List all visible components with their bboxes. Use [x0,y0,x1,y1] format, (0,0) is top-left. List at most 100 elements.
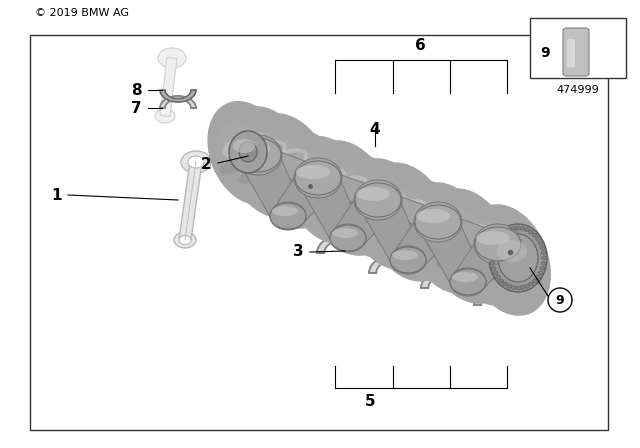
Ellipse shape [491,246,496,250]
Ellipse shape [294,158,342,198]
Text: 3: 3 [293,245,304,259]
Ellipse shape [456,274,476,281]
Ellipse shape [330,225,366,251]
Ellipse shape [538,271,543,275]
Polygon shape [314,168,382,210]
Ellipse shape [511,285,516,289]
Ellipse shape [241,131,289,187]
Ellipse shape [363,163,453,282]
Ellipse shape [515,286,520,290]
Ellipse shape [345,158,431,270]
Ellipse shape [497,240,527,262]
Ellipse shape [387,178,468,282]
Ellipse shape [452,272,478,282]
Ellipse shape [236,142,270,156]
Ellipse shape [392,250,418,260]
Polygon shape [404,188,452,204]
Ellipse shape [339,197,403,227]
Ellipse shape [495,275,500,279]
Polygon shape [240,146,302,223]
Ellipse shape [270,203,306,229]
Ellipse shape [423,188,513,304]
Ellipse shape [475,220,522,276]
Ellipse shape [520,285,525,289]
Ellipse shape [328,154,408,258]
Polygon shape [160,96,196,108]
Ellipse shape [421,216,467,244]
Ellipse shape [301,168,347,196]
Ellipse shape [536,275,540,279]
Ellipse shape [219,144,283,174]
Ellipse shape [181,151,211,173]
Ellipse shape [499,279,504,283]
Ellipse shape [476,231,510,245]
Text: 2: 2 [201,156,212,172]
Text: 4: 4 [370,122,380,137]
Text: 9: 9 [540,46,550,60]
Ellipse shape [493,241,498,245]
Text: 6: 6 [415,38,426,52]
Ellipse shape [515,226,520,230]
Ellipse shape [416,209,450,223]
Ellipse shape [541,251,546,255]
Ellipse shape [320,176,368,205]
Ellipse shape [354,180,402,220]
Ellipse shape [295,161,341,195]
Text: 9: 9 [556,293,564,306]
Ellipse shape [532,233,537,237]
Ellipse shape [414,202,462,242]
Ellipse shape [332,228,358,238]
Ellipse shape [234,135,282,175]
Ellipse shape [536,237,540,241]
Ellipse shape [294,152,341,208]
Ellipse shape [495,237,500,241]
Ellipse shape [477,250,545,282]
Ellipse shape [540,266,545,270]
Ellipse shape [243,113,333,229]
Ellipse shape [511,226,516,230]
Ellipse shape [303,140,393,256]
Ellipse shape [179,236,191,245]
Circle shape [548,288,572,312]
Ellipse shape [336,230,356,237]
Polygon shape [474,287,526,305]
Ellipse shape [493,271,498,275]
Ellipse shape [450,269,486,295]
Ellipse shape [390,246,426,274]
Ellipse shape [459,245,523,275]
Ellipse shape [502,230,508,234]
Ellipse shape [256,160,326,194]
Ellipse shape [268,130,348,230]
Ellipse shape [405,182,491,294]
Ellipse shape [541,261,546,265]
Ellipse shape [445,210,492,266]
Ellipse shape [233,139,255,153]
Polygon shape [254,145,322,188]
Text: 1: 1 [51,188,62,202]
Ellipse shape [524,284,529,288]
Ellipse shape [524,228,529,232]
Ellipse shape [507,228,511,232]
Ellipse shape [237,152,305,184]
Polygon shape [360,191,422,267]
Ellipse shape [399,221,463,251]
Ellipse shape [174,232,196,248]
FancyBboxPatch shape [563,28,589,76]
Ellipse shape [490,256,495,260]
Ellipse shape [475,227,521,261]
Polygon shape [396,210,454,270]
Text: 7: 7 [131,100,142,116]
FancyBboxPatch shape [567,39,575,67]
Polygon shape [300,169,362,245]
Ellipse shape [158,48,186,68]
Ellipse shape [403,209,445,235]
Ellipse shape [440,224,488,253]
Ellipse shape [225,106,311,218]
Ellipse shape [216,120,264,176]
Ellipse shape [540,246,545,250]
Polygon shape [420,213,483,289]
Ellipse shape [529,282,534,286]
Bar [30,35,608,430]
Ellipse shape [362,192,406,220]
Ellipse shape [436,236,506,268]
